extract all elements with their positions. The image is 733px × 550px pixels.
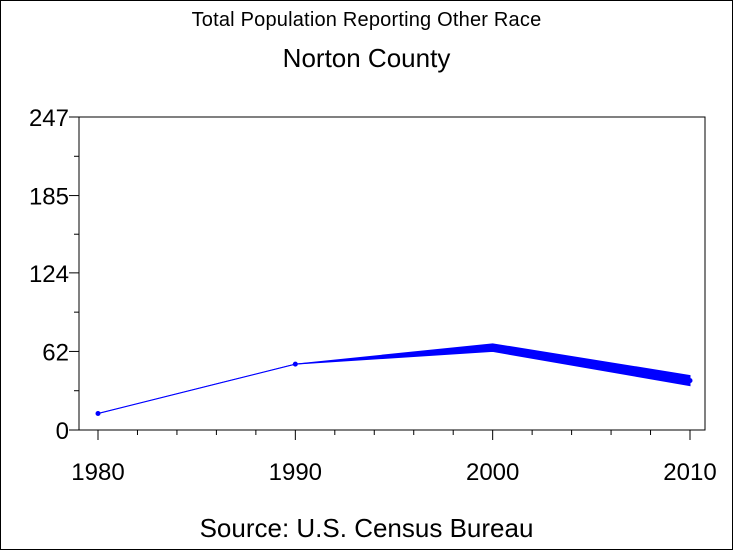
- series-range-band: [97, 343, 691, 415]
- y-tick-label: 62: [42, 339, 69, 366]
- x-tick-label: 1980: [71, 459, 124, 486]
- x-tick-label: 2000: [466, 459, 519, 486]
- y-tick-label: 124: [29, 261, 69, 288]
- data-point: [292, 361, 298, 367]
- plot-area: [78, 116, 706, 431]
- y-tick-label: 0: [56, 418, 69, 445]
- data-point: [490, 345, 496, 351]
- y-tick-label: 247: [29, 105, 69, 132]
- chart-title: Total Population Reporting Other Race: [191, 9, 542, 31]
- x-tick-label: 2010: [663, 459, 716, 486]
- data-point: [95, 411, 101, 417]
- y-tick-label: 185: [29, 184, 69, 211]
- source-note: Source: U.S. Census Bureau: [199, 513, 534, 543]
- series-line: [97, 347, 691, 415]
- data-point: [687, 378, 693, 384]
- chart-subtitle: Norton County: [282, 43, 451, 73]
- x-tick-label: 1990: [269, 459, 322, 486]
